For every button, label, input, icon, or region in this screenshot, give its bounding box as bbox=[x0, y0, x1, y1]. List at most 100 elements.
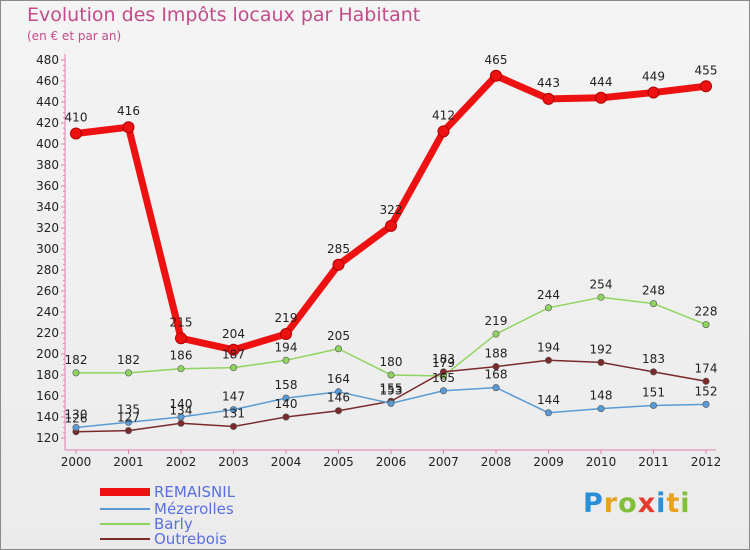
y-tick-label: 420 bbox=[36, 116, 59, 130]
y-tick-label: 240 bbox=[36, 305, 59, 319]
data-label-remaisnil: 285 bbox=[327, 242, 350, 256]
data-label-outrebois: 183 bbox=[642, 352, 665, 366]
data-label-barly: 179 bbox=[432, 356, 455, 370]
data-point-remaisnil bbox=[175, 332, 187, 345]
legend-label-remaisnil: REMAISNIL bbox=[154, 483, 236, 501]
data-label-outrebois: 134 bbox=[170, 403, 193, 417]
data-point-outrebois bbox=[282, 413, 290, 421]
data-label-remaisnil: 449 bbox=[642, 70, 665, 84]
data-point-remaisnil bbox=[542, 92, 555, 105]
y-tick-label: 360 bbox=[36, 179, 59, 193]
data-point-outrebois bbox=[702, 377, 710, 385]
data-point-mézerolles bbox=[125, 418, 133, 426]
data-label-remaisnil: 416 bbox=[117, 104, 140, 118]
data-label-barly: 228 bbox=[695, 305, 718, 319]
data-label-barly: 244 bbox=[537, 288, 560, 302]
y-tick-label: 160 bbox=[36, 389, 59, 403]
x-tick-label: 2006 bbox=[376, 455, 407, 469]
x-tick-label: 2009 bbox=[533, 455, 564, 469]
x-tick-label: 2000 bbox=[61, 455, 92, 469]
legend-label-mézerolles: Mézerolles bbox=[154, 500, 234, 518]
data-label-mézerolles: 148 bbox=[590, 389, 613, 403]
logo-letter: t bbox=[666, 488, 681, 519]
data-label-mézerolles: 152 bbox=[695, 384, 718, 398]
data-label-remaisnil: 322 bbox=[380, 203, 403, 217]
data-label-outrebois: 194 bbox=[537, 340, 560, 354]
data-point-remaisnil bbox=[280, 328, 292, 341]
data-point-barly bbox=[72, 369, 80, 377]
x-tick-label: 2002 bbox=[166, 455, 197, 469]
logo-letter: P bbox=[583, 488, 604, 519]
chart-title: Evolution des Impôts locaux par Habitant bbox=[27, 4, 421, 26]
y-tick-label: 320 bbox=[36, 221, 59, 235]
y-tick-label: 480 bbox=[36, 53, 59, 67]
x-tick-label: 2004 bbox=[271, 455, 302, 469]
data-label-remaisnil: 443 bbox=[537, 76, 560, 90]
data-point-barly bbox=[597, 293, 605, 301]
logo-letter: o bbox=[618, 488, 638, 519]
chart-subtitle: (en € et par an) bbox=[27, 29, 122, 43]
data-label-barly: 205 bbox=[327, 329, 350, 343]
data-label-mézerolles: 151 bbox=[642, 385, 665, 399]
data-point-remaisnil bbox=[437, 125, 450, 138]
data-label-mézerolles: 135 bbox=[117, 402, 140, 416]
data-point-mézerolles bbox=[544, 409, 552, 417]
data-label-remaisnil: 410 bbox=[65, 111, 88, 125]
y-tick-label: 380 bbox=[36, 158, 59, 172]
data-point-remaisnil bbox=[595, 91, 607, 104]
x-tick-label: 2011 bbox=[638, 455, 669, 469]
data-point-barly bbox=[334, 345, 342, 353]
data-point-mézerolles bbox=[282, 394, 290, 402]
data-label-barly: 186 bbox=[170, 349, 193, 363]
logo-letter: x bbox=[637, 488, 657, 519]
data-point-outrebois bbox=[334, 407, 342, 415]
y-tick-label: 180 bbox=[36, 368, 59, 382]
y-tick-label: 400 bbox=[36, 137, 59, 151]
x-tick-label: 2008 bbox=[481, 455, 512, 469]
data-point-barly bbox=[230, 364, 238, 372]
legend-label-outrebois: Outrebois bbox=[154, 530, 227, 548]
data-label-barly: 248 bbox=[642, 284, 665, 298]
data-point-mézerolles bbox=[230, 406, 238, 414]
data-label-remaisnil: 444 bbox=[590, 75, 613, 89]
data-point-outrebois bbox=[177, 419, 185, 427]
proxiti-logo: Proxiti bbox=[583, 488, 691, 519]
y-tick-label: 140 bbox=[36, 410, 59, 424]
data-point-barly bbox=[649, 300, 657, 308]
data-point-mézerolles bbox=[597, 405, 605, 413]
data-label-remaisnil: 219 bbox=[275, 311, 298, 325]
data-label-mézerolles: 140 bbox=[170, 397, 193, 411]
y-tick-label: 300 bbox=[36, 242, 59, 256]
data-label-mézerolles: 164 bbox=[327, 372, 350, 386]
data-point-remaisnil bbox=[227, 343, 240, 356]
data-point-mézerolles bbox=[439, 387, 447, 395]
data-label-outrebois: 131 bbox=[222, 406, 245, 420]
data-point-barly bbox=[125, 369, 133, 377]
data-label-mézerolles: 144 bbox=[537, 393, 560, 407]
logo-letter: i bbox=[680, 488, 691, 519]
data-point-remaisnil bbox=[700, 80, 712, 93]
data-label-barly: 254 bbox=[590, 277, 613, 291]
data-label-remaisnil: 204 bbox=[222, 327, 245, 341]
data-label-outrebois: 192 bbox=[590, 342, 613, 356]
data-label-mézerolles: 158 bbox=[275, 378, 298, 392]
data-label-outrebois: 155 bbox=[380, 381, 403, 395]
data-label-barly: 219 bbox=[485, 314, 508, 328]
data-point-barly bbox=[387, 371, 395, 379]
data-label-outrebois: 127 bbox=[117, 411, 140, 425]
data-point-remaisnil bbox=[70, 127, 82, 140]
data-point-remaisnil bbox=[490, 69, 502, 82]
data-point-outrebois bbox=[125, 427, 133, 435]
data-point-mézerolles bbox=[387, 399, 395, 407]
data-point-mézerolles bbox=[72, 423, 80, 431]
data-label-barly: 180 bbox=[380, 355, 403, 369]
data-point-barly bbox=[702, 321, 710, 329]
data-point-barly bbox=[177, 365, 185, 373]
data-label-outrebois: 146 bbox=[327, 391, 350, 405]
data-point-barly bbox=[282, 356, 290, 364]
y-tick-label: 220 bbox=[36, 326, 59, 340]
x-tick-label: 2012 bbox=[691, 455, 722, 469]
data-point-mézerolles bbox=[334, 388, 342, 396]
data-label-outrebois: 183 bbox=[432, 352, 455, 366]
data-point-mézerolles bbox=[702, 400, 710, 408]
